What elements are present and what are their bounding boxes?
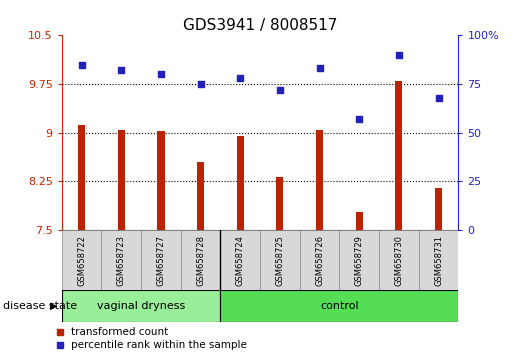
Text: GSM658727: GSM658727	[157, 235, 165, 286]
Point	[77, 62, 85, 67]
Bar	[435, 188, 442, 230]
Point	[197, 81, 205, 87]
Bar	[237, 136, 244, 230]
Text: ▶: ▶	[50, 301, 58, 311]
FancyBboxPatch shape	[101, 230, 141, 290]
Point	[394, 52, 403, 58]
FancyBboxPatch shape	[141, 230, 181, 290]
FancyBboxPatch shape	[62, 290, 220, 322]
Point	[276, 87, 284, 93]
Bar	[356, 212, 363, 230]
Bar	[78, 125, 85, 230]
FancyBboxPatch shape	[62, 230, 101, 290]
Point	[355, 116, 364, 122]
Text: disease state: disease state	[3, 301, 77, 311]
Text: GSM658731: GSM658731	[434, 235, 443, 286]
Point	[157, 72, 165, 77]
Text: GSM658725: GSM658725	[276, 235, 284, 286]
Point	[236, 75, 244, 81]
Bar	[277, 177, 283, 230]
Text: GSM658724: GSM658724	[236, 235, 245, 286]
Text: GSM658730: GSM658730	[394, 235, 403, 286]
Text: GSM658722: GSM658722	[77, 235, 86, 286]
FancyBboxPatch shape	[339, 230, 379, 290]
Bar	[197, 162, 204, 230]
Bar	[158, 131, 164, 230]
Point	[434, 95, 442, 101]
Bar	[316, 130, 323, 230]
Title: GDS3941 / 8008517: GDS3941 / 8008517	[183, 18, 337, 33]
Text: vaginal dryness: vaginal dryness	[97, 301, 185, 311]
FancyBboxPatch shape	[220, 230, 260, 290]
Point	[315, 65, 323, 71]
FancyBboxPatch shape	[300, 230, 339, 290]
Text: GSM658726: GSM658726	[315, 235, 324, 286]
Text: control: control	[320, 301, 358, 311]
Bar	[118, 130, 125, 230]
Bar	[396, 81, 402, 230]
Text: GSM658723: GSM658723	[117, 235, 126, 286]
Point	[117, 68, 126, 73]
FancyBboxPatch shape	[181, 230, 220, 290]
FancyBboxPatch shape	[260, 230, 300, 290]
Text: GSM658729: GSM658729	[355, 235, 364, 286]
FancyBboxPatch shape	[419, 230, 458, 290]
FancyBboxPatch shape	[220, 290, 458, 322]
Text: GSM658728: GSM658728	[196, 235, 205, 286]
Legend: transformed count, percentile rank within the sample: transformed count, percentile rank withi…	[57, 327, 247, 350]
FancyBboxPatch shape	[379, 230, 419, 290]
